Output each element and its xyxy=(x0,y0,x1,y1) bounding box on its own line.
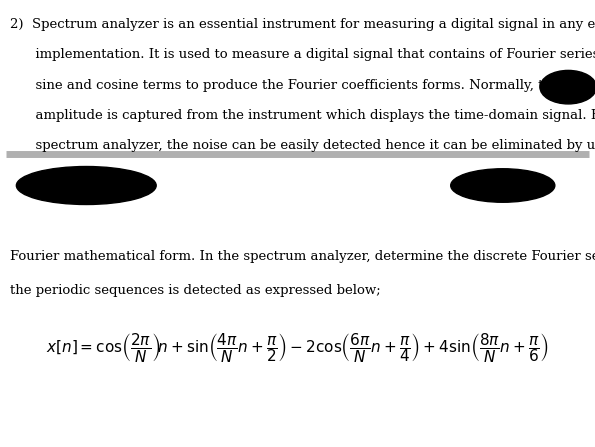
Text: $x[n] = \cos\!\left(\dfrac{2\pi}{N}\right)\!n + \sin\!\left(\dfrac{4\pi}{N}n + \: $x[n] = \cos\!\left(\dfrac{2\pi}{N}\righ… xyxy=(46,331,549,364)
Text: 2)  Spectrum analyzer is an essential instrument for measuring a digital signal : 2) Spectrum analyzer is an essential ins… xyxy=(10,18,595,31)
Text: spectrum analyzer, the noise can be easily detected hence it can be eliminated b: spectrum analyzer, the noise can be easi… xyxy=(10,139,595,152)
Text: implementation. It is used to measure a digital signal that contains of Fourier : implementation. It is used to measure a … xyxy=(10,48,595,61)
Text: amplitude is captured from the instrument which displays the time-domain signal.: amplitude is captured from the instrumen… xyxy=(10,109,595,122)
Ellipse shape xyxy=(451,169,555,202)
Text: sine and cosine terms to produce the Fourier coefficients forms. Normally, the o: sine and cosine terms to produce the Fou… xyxy=(10,79,595,92)
Text: the periodic sequences is detected as expressed below;: the periodic sequences is detected as ex… xyxy=(10,284,380,297)
Text: Fourier mathematical form. In the spectrum analyzer, determine the discrete Four: Fourier mathematical form. In the spectr… xyxy=(10,250,595,263)
Ellipse shape xyxy=(16,167,156,205)
Ellipse shape xyxy=(540,70,595,104)
